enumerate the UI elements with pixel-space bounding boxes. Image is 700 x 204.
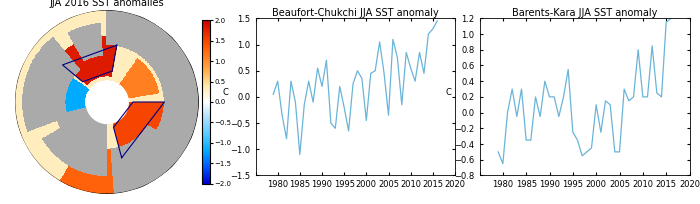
Title: Barents-Kara JJA SST anomaly: Barents-Kara JJA SST anomaly [512,8,657,18]
Y-axis label: C: C [446,88,452,97]
Title: JJA 2016 SST anomalies: JJA 2016 SST anomalies [50,0,164,8]
Y-axis label: C: C [222,88,228,97]
Title: Beaufort-Chukchi JJA SST anomaly: Beaufort-Chukchi JJA SST anomaly [272,8,439,18]
